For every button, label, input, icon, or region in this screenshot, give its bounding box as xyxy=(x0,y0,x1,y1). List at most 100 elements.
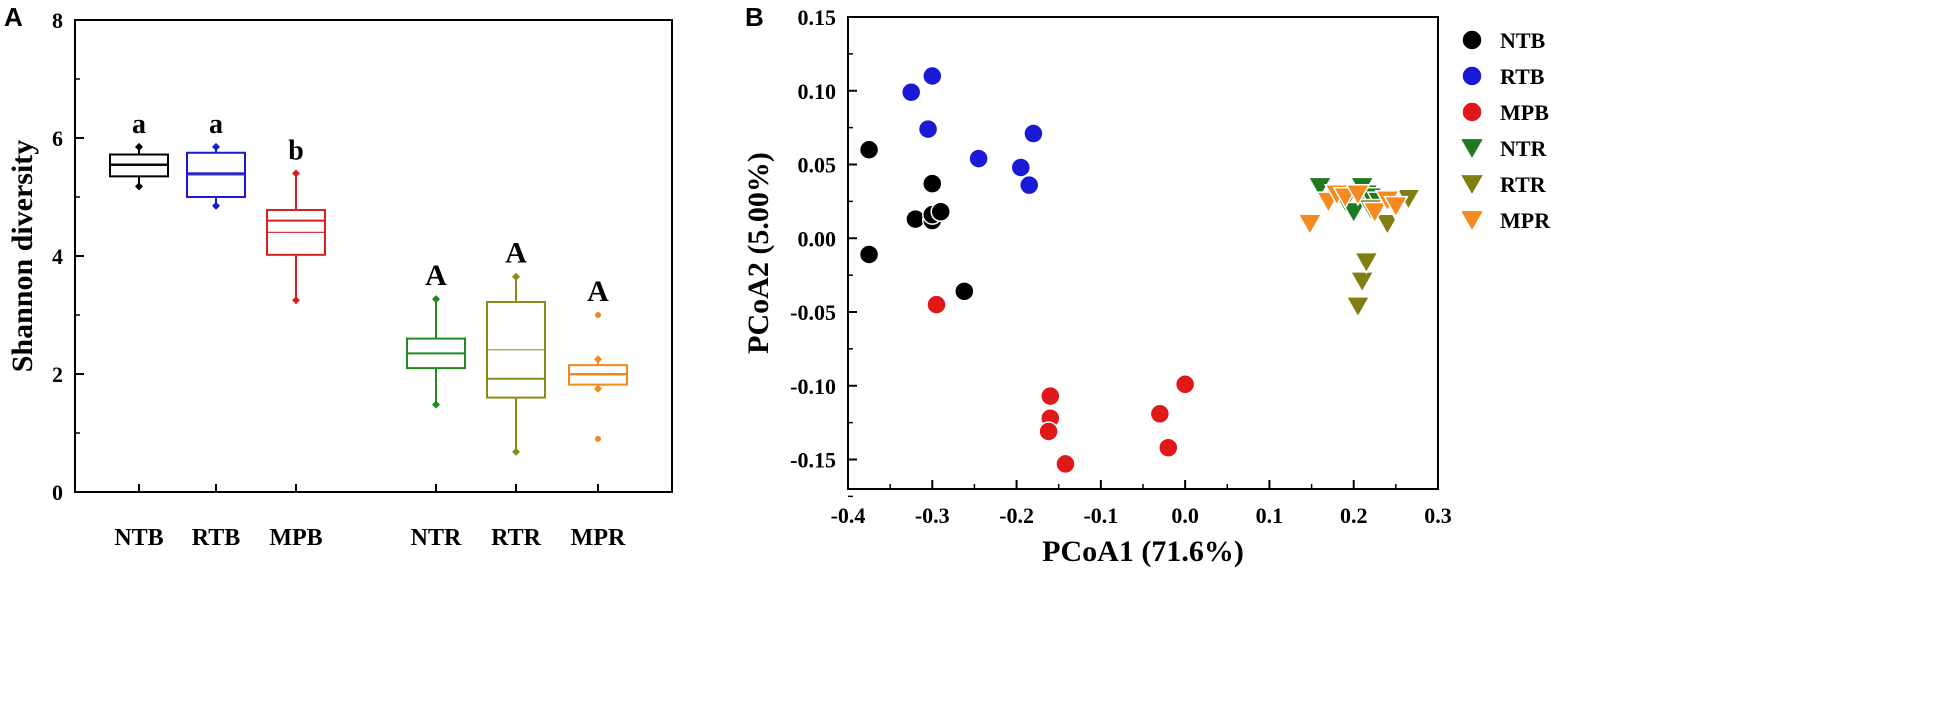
y-tick-label: 0.10 xyxy=(798,79,837,104)
legend-item-rtr: RTR xyxy=(1458,172,1547,197)
box-rtr: A RTR xyxy=(486,237,546,551)
legend-label-rtr: RTR xyxy=(1500,172,1547,197)
data-point-ntr xyxy=(1340,201,1367,225)
legend-marker-ntr xyxy=(1458,137,1486,161)
box-significance-letter: A xyxy=(587,275,609,308)
data-point-rtr xyxy=(1349,271,1375,294)
legend-item-mpb: MPB xyxy=(1461,100,1549,125)
legend-label-mpb: MPB xyxy=(1500,100,1549,125)
data-point-ntb xyxy=(954,281,975,302)
x-tick-label: -0.3 xyxy=(915,503,950,528)
series-mpb xyxy=(926,294,1196,475)
box-ntb: a NTB xyxy=(109,109,169,551)
panel-b-points xyxy=(858,65,1422,475)
legend-item-ntr: NTR xyxy=(1458,136,1548,161)
panel-b-x-ticks: -0.4 -0.3 -0.2 -0.1 0.0 0.1 0.2 0.3 xyxy=(831,480,1452,528)
box-whisker-cap xyxy=(212,142,220,151)
x-tick-label: -0.4 xyxy=(831,503,866,528)
panel-b-legend: NTB RTB MPB NTR RTR MPR xyxy=(1458,28,1551,233)
data-point-ntb xyxy=(905,208,926,230)
x-category-label: MPR xyxy=(571,525,626,551)
legend-marker-rtb xyxy=(1461,65,1483,87)
x-category-label: NTR xyxy=(411,525,462,551)
data-point-ntb xyxy=(922,173,943,194)
series-rtb xyxy=(900,65,1044,196)
x-category-label: MPB xyxy=(269,525,322,551)
data-point-ntb xyxy=(858,139,880,160)
y-tick-label: 6 xyxy=(52,126,63,151)
y-tick-label: 0.05 xyxy=(798,153,837,178)
legend-marker-mpb xyxy=(1461,101,1483,123)
panel-b-x-axis-title: PCoA1 (71.6%) xyxy=(1042,535,1244,568)
legend-label-rtb: RTB xyxy=(1500,64,1545,89)
panel-a-y-ticks: 0 2 4 6 8 xyxy=(52,8,84,505)
y-tick-label: -0.05 xyxy=(790,300,836,325)
data-point-mpr xyxy=(1345,184,1371,207)
data-point-mpr xyxy=(1297,213,1323,236)
x-tick-label: 0.0 xyxy=(1171,503,1199,528)
series-mpr xyxy=(1297,184,1409,236)
series-ntb xyxy=(858,139,975,302)
data-point-mpb xyxy=(1038,421,1059,442)
legend-item-ntb: NTB xyxy=(1461,28,1546,53)
x-tick-label: 0.2 xyxy=(1340,503,1368,528)
box-significance-letter: b xyxy=(288,135,304,166)
legend-label-ntr: NTR xyxy=(1500,136,1548,161)
y-tick-label: -0.15 xyxy=(790,448,836,473)
box-whisker-cap xyxy=(512,447,520,456)
panel-b-pcoa-scatter: B PCoA1 (71.6%) PCoA2 (5.00%) -0.4 -0.3 -0… xyxy=(742,2,1551,568)
y-tick-label: 4 xyxy=(52,244,63,269)
y-tick-label: 0.15 xyxy=(798,5,837,30)
panel-a-boxes: a NTB a RTB b MPB A NTR A RTR A MPR xyxy=(109,109,628,551)
data-point-rtr xyxy=(1345,296,1371,319)
panel-b-label: B xyxy=(745,2,764,32)
legend-label-mpr: MPR xyxy=(1500,208,1551,233)
data-point-ntr xyxy=(1307,176,1333,200)
box-rtb: a RTB xyxy=(186,109,246,551)
data-point-rtb xyxy=(900,81,922,103)
legend-item-mpr: MPR xyxy=(1458,208,1551,233)
x-tick-label: -0.2 xyxy=(999,503,1034,528)
data-point-mpb xyxy=(1158,437,1179,458)
x-tick-label: 0.1 xyxy=(1256,503,1284,528)
panel-b-y-ticks: 0.15 0.10 0.05 0.00 -0.05 -0.10 -0.15 xyxy=(790,5,857,498)
data-point-mpb xyxy=(1149,403,1171,425)
box-whisker-cap xyxy=(512,272,520,281)
legend-label-ntb: NTB xyxy=(1500,28,1546,53)
box-significance-letter: A xyxy=(425,259,447,292)
data-point-mpb xyxy=(1055,453,1076,475)
box-ntr: A NTR xyxy=(406,259,466,551)
data-point-mpr xyxy=(1383,195,1409,219)
panel-a-plot-frame xyxy=(74,19,673,493)
x-tick-label: 0.3 xyxy=(1424,503,1452,528)
legend-marker-mpr xyxy=(1458,209,1486,233)
data-point-rtb xyxy=(922,65,943,87)
data-point-rtb xyxy=(1018,174,1040,196)
box-outlier xyxy=(595,312,601,318)
data-point-mpb xyxy=(1040,385,1061,407)
data-point-rtr xyxy=(1374,213,1401,236)
panel-a-y-axis-title: Shannon diversity xyxy=(6,140,39,373)
box-whisker-cap xyxy=(594,355,602,364)
panel-a-label: A xyxy=(4,2,23,32)
box-whisker-cap xyxy=(432,295,440,304)
box-whisker-cap xyxy=(135,182,143,191)
box-mpr: A MPR xyxy=(568,275,628,551)
box-outlier xyxy=(595,435,601,442)
data-point-ntb xyxy=(858,244,880,265)
y-tick-label: 0.00 xyxy=(798,226,837,251)
panel-a-box-plot: A Shannon diversity 0 2 4 6 8 a NTB a RTB b MPB A N… xyxy=(4,2,673,551)
box-whisker-cap xyxy=(135,142,143,151)
box-whisker-cap xyxy=(212,201,220,210)
box-significance-letter: a xyxy=(132,109,146,140)
y-tick-label: 0 xyxy=(52,480,63,505)
legend-item-rtb: RTB xyxy=(1461,64,1545,89)
box-significance-letter: A xyxy=(505,237,527,270)
legend-marker-rtr xyxy=(1458,173,1486,197)
data-point-rtb xyxy=(1010,157,1032,178)
box-significance-letter: a xyxy=(209,109,223,140)
x-category-label: NTB xyxy=(114,525,163,551)
panel-b-plot-frame xyxy=(847,16,1439,490)
data-point-mpb xyxy=(1174,374,1196,395)
